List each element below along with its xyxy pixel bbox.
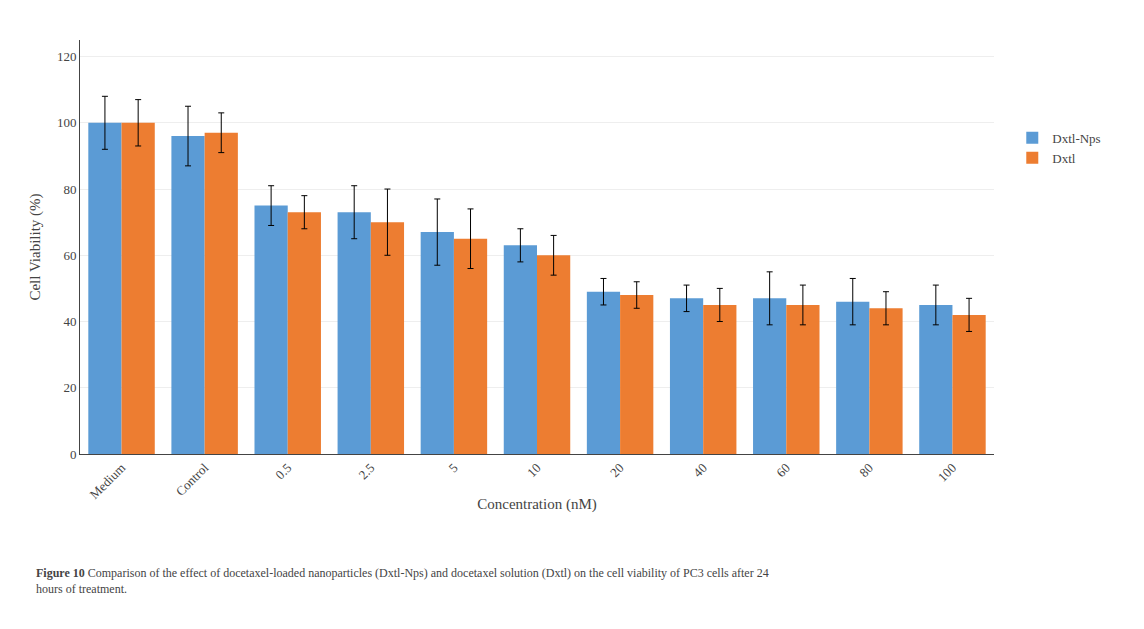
- svg-text:0: 0: [70, 447, 77, 462]
- svg-text:20: 20: [607, 460, 627, 480]
- svg-text:100: 100: [57, 115, 77, 130]
- svg-text:100: 100: [935, 460, 959, 484]
- svg-text:80: 80: [63, 182, 76, 197]
- svg-text:Dxtl-Nps: Dxtl-Nps: [1052, 131, 1100, 146]
- svg-text:80: 80: [856, 460, 876, 480]
- svg-text:60: 60: [63, 248, 76, 263]
- svg-text:60: 60: [773, 460, 793, 480]
- svg-text:2.5: 2.5: [355, 460, 377, 482]
- svg-text:40: 40: [690, 460, 710, 480]
- svg-text:5: 5: [445, 460, 460, 475]
- svg-text:120: 120: [57, 49, 77, 64]
- svg-text:Cell Viability (%): Cell Viability (%): [27, 193, 44, 300]
- svg-text:Dxtl: Dxtl: [1052, 151, 1076, 166]
- svg-text:0.5: 0.5: [272, 460, 294, 482]
- svg-text:20: 20: [63, 380, 76, 395]
- svg-text:Figure 10 Comparison of the ef: Figure 10 Comparison of the effect of do…: [36, 566, 769, 596]
- svg-text:Medium: Medium: [87, 460, 129, 502]
- svg-text:40: 40: [63, 314, 76, 329]
- svg-text:Control: Control: [173, 460, 212, 499]
- svg-text:Concentration (nM): Concentration (nM): [477, 496, 597, 513]
- svg-text:10: 10: [524, 460, 544, 480]
